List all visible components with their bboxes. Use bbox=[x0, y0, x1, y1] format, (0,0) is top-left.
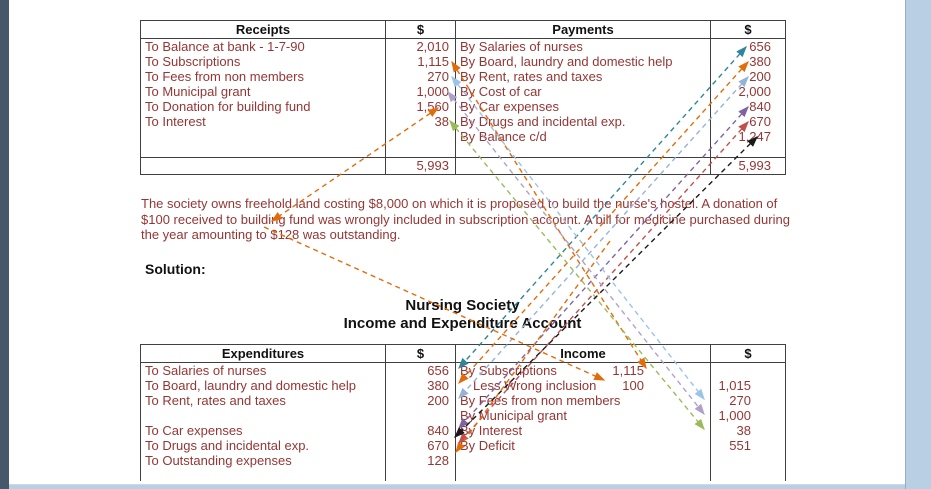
expenditure-amount: 670 bbox=[385, 438, 456, 453]
table-row: To Rent, rates and taxes 200 By Fees fro… bbox=[140, 393, 786, 408]
table-row: To Car expenses 840 By Interest 38 bbox=[140, 423, 786, 438]
payments-header: Payments bbox=[455, 20, 711, 39]
payments-total: 5,993 bbox=[710, 156, 786, 175]
solution-heading: Solution: bbox=[145, 261, 206, 277]
expenditure-amount: 656 bbox=[385, 362, 456, 378]
income-amount bbox=[710, 453, 786, 468]
income-amount bbox=[710, 362, 786, 378]
expenditure-amount: 200 bbox=[385, 393, 456, 408]
table-totals-row: 5,993 5,993 bbox=[140, 156, 786, 175]
receipt-amount: 270 bbox=[385, 69, 456, 84]
payment-label: By Drugs and incidental exp. bbox=[455, 114, 711, 129]
payment-label: By Car expenses bbox=[455, 99, 711, 114]
table-row: To Salaries of nurses 656 By Subscriptio… bbox=[140, 362, 786, 378]
income-label: By Municipal grant bbox=[460, 408, 567, 423]
table-row: To Board, laundry and domestic help 380 … bbox=[140, 378, 786, 393]
receipt-amount: 2,010 bbox=[385, 38, 456, 54]
payment-amount: 670 bbox=[710, 114, 786, 129]
expenditure-amount: 840 bbox=[385, 423, 456, 438]
expenditure-amount: 128 bbox=[385, 453, 456, 468]
expenditure-amount: 380 bbox=[385, 378, 456, 393]
table-spacer-row bbox=[140, 468, 786, 481]
income-amount: 1,000 bbox=[710, 408, 786, 423]
receipt-label bbox=[140, 129, 386, 144]
expenditure-label: To Salaries of nurses bbox=[140, 362, 386, 378]
income-amount: 270 bbox=[710, 393, 786, 408]
account-title: Income and Expenditure Account bbox=[343, 315, 582, 332]
income-header: Income bbox=[455, 344, 711, 363]
note-paragraph: The society owns freehold land costing $… bbox=[141, 196, 790, 242]
window-right-margin bbox=[905, 0, 931, 489]
expenditure-label bbox=[140, 408, 386, 423]
table-row: To Interest 38 By Drugs and incidental e… bbox=[140, 114, 786, 129]
receipt-label: To Municipal grant bbox=[140, 84, 386, 99]
receipt-label: To Fees from non members bbox=[140, 69, 386, 84]
table-header-row: Receipts $ Payments $ bbox=[140, 20, 786, 39]
table-row: To Subscriptions 1,115 By Board, laundry… bbox=[140, 54, 786, 69]
table-header-row: Expenditures $ Income $ bbox=[140, 344, 786, 363]
receipt-label: To Balance at bank - 1-7-90 bbox=[140, 38, 386, 54]
receipt-amount bbox=[385, 129, 456, 144]
table-row: To Outstanding expenses 128 bbox=[140, 453, 786, 468]
expenditure-amount bbox=[385, 408, 456, 423]
table-row: To Donation for building fund 1,560 By C… bbox=[140, 99, 786, 114]
receipt-amount: 38 bbox=[385, 114, 456, 129]
income-expenditure-table: Expenditures $ Income $ To Salaries of n… bbox=[140, 344, 786, 481]
payment-amount: 1,247 bbox=[710, 129, 786, 144]
receipts-payments-table: Receipts $ Payments $ To Balance at bank… bbox=[140, 20, 786, 175]
income-label: Less Wrong inclusion bbox=[473, 378, 597, 393]
payment-label: By Cost of car bbox=[455, 84, 711, 99]
expenditures-dollar-header: $ bbox=[385, 344, 456, 363]
income-label: By Subscriptions bbox=[460, 363, 557, 378]
window-left-edge bbox=[0, 0, 9, 489]
payment-amount: 840 bbox=[710, 99, 786, 114]
payment-amount: 2,000 bbox=[710, 84, 786, 99]
expenditure-label: To Drugs and incidental exp. bbox=[140, 438, 386, 453]
expenditure-label: To Rent, rates and taxes bbox=[140, 393, 386, 408]
expenditure-label: To Board, laundry and domestic help bbox=[140, 378, 386, 393]
income-label: By Interest bbox=[460, 423, 523, 438]
receipts-dollar-header: $ bbox=[385, 20, 456, 39]
receipt-amount: 1,000 bbox=[385, 84, 456, 99]
expenditure-label: To Outstanding expenses bbox=[140, 453, 386, 468]
expenditures-header: Expenditures bbox=[140, 344, 386, 363]
table-row: To Fees from non members 270 By Rent, ra… bbox=[140, 69, 786, 84]
table-row: To Balance at bank - 1-7-90 2,010 By Sal… bbox=[140, 38, 786, 54]
income-amount: 38 bbox=[710, 423, 786, 438]
income-inline-amount: 1,115 bbox=[612, 363, 644, 378]
payment-amount: 656 bbox=[710, 38, 786, 54]
receipt-label: To Subscriptions bbox=[140, 54, 386, 69]
receipts-total: 5,993 bbox=[385, 156, 456, 175]
table-row: To Municipal grant 1,000 By Cost of car … bbox=[140, 84, 786, 99]
payment-amount: 200 bbox=[710, 69, 786, 84]
table-row: To Drugs and incidental exp. 670 By Defi… bbox=[140, 438, 786, 453]
receipt-label: To Interest bbox=[140, 114, 386, 129]
receipt-label: To Donation for building fund bbox=[140, 99, 386, 114]
expenditure-label: To Car expenses bbox=[140, 423, 386, 438]
receipt-amount: 1,560 bbox=[385, 99, 456, 114]
table-row: By Balance c/d 1,247 bbox=[140, 129, 786, 144]
payments-dollar-header: $ bbox=[710, 20, 786, 39]
income-amount: 551 bbox=[710, 438, 786, 453]
payment-label: By Board, laundry and domestic help bbox=[455, 54, 711, 69]
payment-label: By Balance c/d bbox=[455, 129, 711, 144]
receipts-header: Receipts bbox=[140, 20, 386, 39]
income-amount: 1,015 bbox=[710, 378, 786, 393]
account-title-block: Nursing Society Income and Expenditure A… bbox=[140, 297, 785, 333]
window-bottom-margin bbox=[9, 484, 905, 489]
payment-label: By Salaries of nurses bbox=[455, 38, 711, 54]
receipt-amount: 1,115 bbox=[385, 54, 456, 69]
table-spacer-row bbox=[140, 144, 786, 157]
payment-amount: 380 bbox=[710, 54, 786, 69]
society-title: Nursing Society bbox=[405, 297, 520, 314]
payment-label: By Rent, rates and taxes bbox=[455, 69, 711, 84]
income-label: By Deficit bbox=[460, 438, 515, 453]
income-label: By Fees from non members bbox=[460, 393, 621, 408]
income-inline-amount: 100 bbox=[622, 378, 644, 393]
income-dollar-header: $ bbox=[710, 344, 786, 363]
table-row: By Municipal grant 1,000 bbox=[140, 408, 786, 423]
